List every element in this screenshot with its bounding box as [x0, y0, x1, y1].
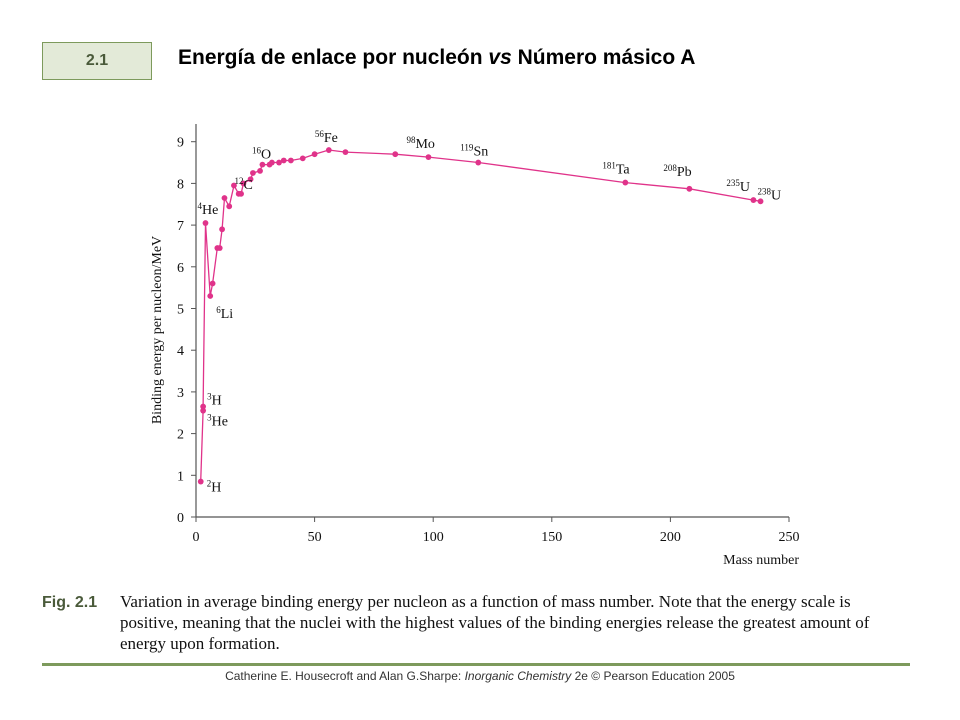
x-axis-ticks: 0 50 100 150 200 250	[193, 517, 800, 545]
slide-title: Energía de enlace por nucleón vs Número …	[178, 46, 695, 70]
data-point	[197, 478, 204, 485]
annotation-u-235: 235U	[726, 178, 750, 195]
y-tick-label: 0	[177, 511, 184, 526]
data-point	[622, 179, 629, 186]
data-point	[287, 157, 294, 164]
annotation-c-12: 12C	[234, 176, 252, 193]
caption-text: Variation in average binding energy per …	[120, 592, 870, 653]
x-tick-label: 50	[308, 530, 322, 545]
annotation-h-3: 3H	[207, 391, 222, 408]
series-line	[200, 149, 761, 482]
data-point	[299, 155, 306, 162]
data-point	[221, 195, 228, 201]
annotation-he-4: 4He	[197, 201, 218, 218]
y-tick-label: 8	[177, 177, 184, 192]
data-point	[425, 154, 432, 161]
data-point	[247, 176, 254, 183]
data-point	[259, 161, 266, 168]
y-tick-label: 5	[177, 303, 184, 318]
title-vs: vs	[488, 46, 512, 69]
credit-edition: 2e © Pearson Education 2005	[571, 669, 735, 683]
data-point	[200, 407, 207, 414]
data-point	[280, 157, 287, 164]
annotation-fe-56: 56Fe	[315, 129, 338, 146]
annotation-ta-181: 181Ta	[602, 161, 630, 178]
x-tick-label: 200	[660, 530, 681, 545]
caption-label: Fig. 2.1	[42, 594, 98, 611]
annotation-u-238: 238U	[758, 186, 782, 203]
y-tick-label: 3	[177, 386, 184, 401]
y-tick-label: 4	[177, 344, 184, 359]
x-tick-label: 100	[423, 530, 444, 545]
data-point	[276, 159, 282, 166]
y-tick-label: 1	[177, 469, 184, 484]
data-point	[226, 203, 233, 210]
annotation-he-3: 3He	[207, 413, 228, 430]
data-point	[475, 159, 482, 166]
y-axis-ticks: 0 1 2 3 4 5 6 7 8 9	[177, 136, 196, 526]
title-part-2: Número másico A	[511, 46, 696, 69]
data-point	[757, 198, 764, 205]
x-tick-label: 250	[779, 530, 800, 545]
data-point	[325, 147, 332, 153]
data-point	[750, 197, 757, 203]
y-tick-label: 9	[177, 136, 184, 151]
y-tick-label: 7	[177, 219, 184, 234]
x-tick-label: 0	[193, 530, 200, 545]
data-point	[257, 167, 263, 174]
y-tick-label: 2	[177, 428, 184, 443]
data-point	[240, 180, 247, 187]
annotation-mo-98: 98Mo	[406, 135, 434, 152]
x-axis-label: Mass number	[723, 553, 799, 568]
chart-axes	[195, 124, 789, 518]
data-point	[311, 151, 318, 158]
footer-divider	[42, 663, 910, 666]
data-point	[686, 185, 693, 192]
credit-authors: Catherine E. Housecroft and Alan G.Sharp…	[225, 669, 465, 683]
data-point	[231, 182, 237, 189]
data-point	[250, 170, 256, 176]
annotation-h-2: 2H	[207, 479, 222, 496]
footer-credit: Catherine E. Housecroft and Alan G.Sharp…	[0, 669, 960, 683]
y-tick-label: 6	[177, 261, 184, 276]
data-points	[197, 147, 764, 485]
data-point	[219, 226, 225, 233]
data-point	[200, 403, 207, 410]
data-point	[238, 190, 244, 197]
data-point	[209, 280, 216, 287]
figure-number-badge: 2.1	[42, 42, 152, 80]
data-point	[392, 151, 399, 158]
data-point	[216, 245, 223, 251]
credit-book: Inorganic Chemistry	[464, 669, 572, 683]
data-point	[207, 293, 214, 299]
data-point	[269, 159, 275, 166]
annotation-sn-119: 119Sn	[460, 143, 488, 160]
annotation-pb-208: 208Pb	[663, 163, 691, 180]
annotation-li-6: 6Li	[216, 305, 233, 322]
y-axis-label: Binding energy per nucleon/MeV	[150, 236, 165, 424]
annotation-o-16: 16O	[252, 145, 271, 162]
binding-energy-chart: 0 50 100 150 200 250 0 1 2 3 4 5 6 7 8 9 2H 3H 3He 4He 6Li…	[150, 124, 800, 568]
x-tick-label: 150	[541, 530, 562, 545]
data-point	[342, 149, 349, 156]
data-point	[202, 220, 209, 226]
title-part-1: Energía de enlace por nucleón	[178, 46, 489, 69]
